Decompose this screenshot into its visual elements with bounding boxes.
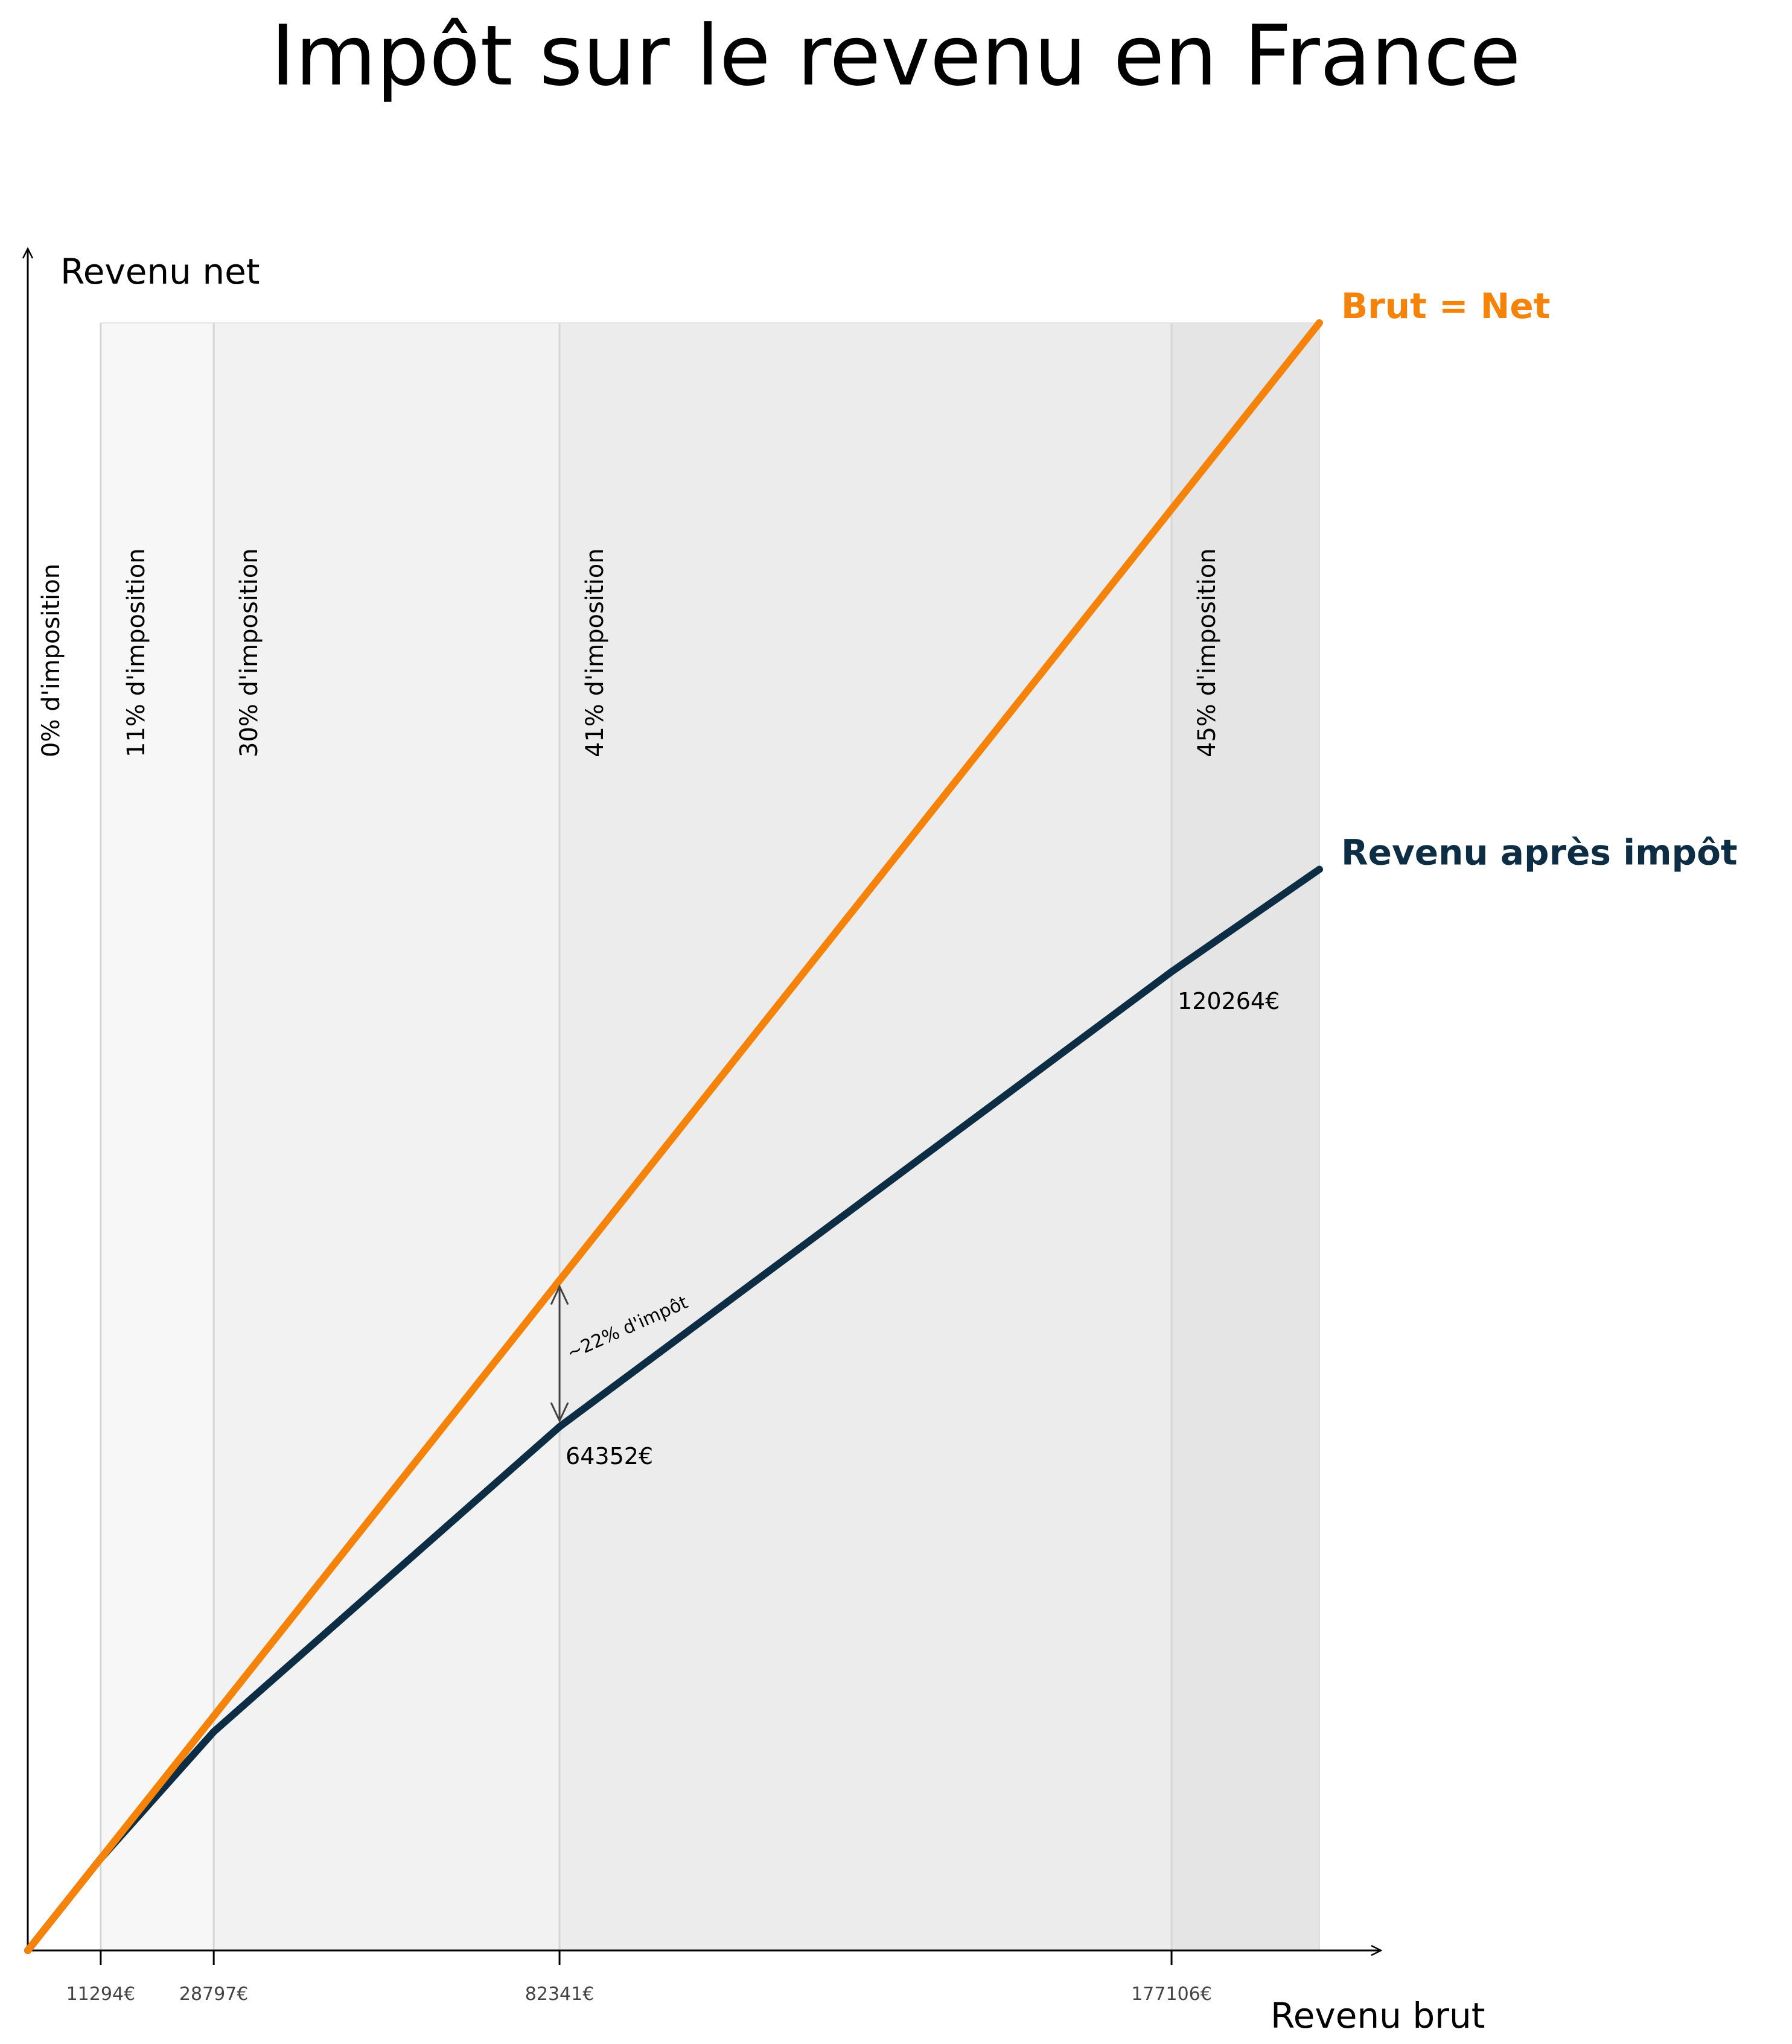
y-axis-label: Revenu net — [60, 251, 260, 292]
series-labels: Brut = Net Revenu après impôt — [1341, 285, 1738, 873]
tax-gap-arrow-head-top — [550, 1284, 569, 1305]
bracket-band-2 — [214, 323, 560, 1950]
bracket-label-0: 0% d'imposition — [37, 564, 65, 757]
point-label-0: 64352€ — [566, 1443, 653, 1469]
x-tick-label-2: 82341€ — [525, 1984, 595, 2005]
axes — [28, 249, 1381, 1950]
bracket-band-1 — [100, 323, 214, 1950]
series-line-brut-net — [24, 319, 1323, 1954]
x-axis-label: Revenu brut — [1271, 1995, 1485, 2036]
bracket-bands — [100, 323, 1319, 1950]
series-label-revenu-apr-s-imp-t: Revenu après impôt — [1341, 832, 1738, 873]
x-tick-label-1: 28797€ — [179, 1984, 249, 2005]
x-axis-ticks: 11294€ 28797€ 82341€ 177106€ — [66, 1950, 1212, 2005]
point-labels: 64352€ 120264€ — [566, 988, 1280, 1469]
bracket-labels: 0% d'imposition 11% d'imposition 30% d'imp… — [37, 548, 1221, 757]
series-lines — [24, 319, 1323, 1954]
bracket-band-3 — [560, 323, 1172, 1950]
bracket-label-3: 41% d'imposition — [581, 548, 609, 757]
tax-gap-arrow — [550, 1284, 569, 1423]
bracket-divider-lines — [100, 322, 1320, 1950]
x-tick-label-0: 11294€ — [66, 1984, 136, 2005]
x-tick-label-3: 177106€ — [1131, 1984, 1212, 2005]
series-label-brut-net: Brut = Net — [1341, 285, 1550, 326]
point-label-1: 120264€ — [1178, 988, 1280, 1014]
bracket-label-4: 45% d'imposition — [1193, 548, 1221, 757]
bracket-label-2: 30% d'imposition — [235, 548, 263, 757]
chart-title: Impôt sur le revenu en France — [270, 7, 1520, 104]
tax-gap-arrow-head-bottom — [550, 1402, 569, 1423]
bracket-label-1: 11% d'imposition — [123, 548, 150, 757]
bracket-band-4 — [1172, 323, 1319, 1950]
